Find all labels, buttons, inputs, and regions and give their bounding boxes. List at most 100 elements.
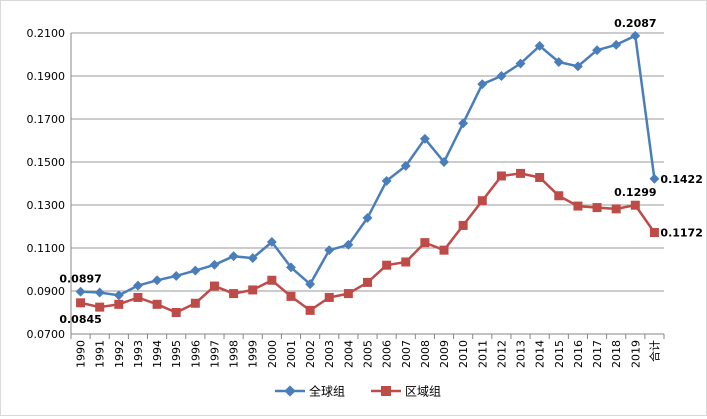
data-label: 0.0897	[59, 273, 101, 286]
x-tick-label: 1990	[75, 340, 88, 368]
data-point-global	[611, 39, 622, 50]
data-point-regional	[95, 302, 105, 312]
data-label: 0.1422	[660, 173, 702, 186]
x-tick-label: 2004	[342, 340, 355, 368]
data-label: 0.0845	[59, 313, 101, 326]
x-tick-label: 2015	[553, 340, 566, 368]
x-tick-label: 1996	[189, 340, 202, 368]
x-tick-label: 1997	[208, 340, 221, 368]
data-point-global	[592, 45, 602, 56]
x-tick-label: 2010	[457, 340, 470, 368]
y-tick-label: 0.1900	[27, 70, 66, 83]
data-point-regional	[516, 168, 526, 178]
y-tick-label: 0.1700	[27, 113, 66, 126]
y-tick-label: 0.1100	[27, 242, 66, 255]
data-point-global	[190, 265, 201, 276]
data-point-global	[419, 133, 430, 144]
data-label: 0.1299	[614, 186, 656, 199]
legend-item-global: 全球组	[275, 384, 345, 399]
data-point-regional	[439, 245, 449, 255]
series-line-regional	[80, 172, 656, 314]
x-tick-label: 2019	[629, 340, 642, 368]
data-point-global	[305, 279, 316, 290]
data-point-regional	[382, 260, 392, 270]
x-tick-label: 1995	[170, 340, 183, 368]
data-point-global	[630, 30, 641, 41]
data-point-global	[343, 239, 354, 250]
data-point-global	[94, 287, 105, 298]
x-tick-label: 2001	[285, 340, 298, 368]
data-point-regional	[649, 228, 659, 238]
x-tick-label: 1991	[94, 340, 107, 368]
data-point-global	[400, 160, 411, 171]
x-axis-tick-labels: 1990 1991 1992 1993 1994 1995 1996 1997 1998 1999…	[75, 340, 662, 368]
data-point-regional	[458, 220, 468, 230]
data-point-global	[113, 290, 124, 301]
data-point-regional	[535, 172, 545, 182]
data-point-global	[572, 61, 583, 72]
x-tick-label: 2012	[495, 340, 508, 368]
x-tick-label: 2016	[572, 340, 585, 368]
gridlines	[71, 32, 664, 292]
data-point-regional	[420, 238, 430, 248]
x-tick-label: 1998	[228, 340, 241, 368]
data-point-regional	[267, 275, 277, 285]
data-point-global	[266, 237, 277, 247]
data-labels: 0.0897 0.0845 0.2087 0.1422 0.1299 0.1172	[59, 17, 703, 326]
x-tick-label: 2006	[381, 340, 394, 368]
legend-label-global: 全球组	[309, 384, 345, 399]
y-tick-label: 0.1300	[27, 199, 66, 212]
data-point-regional	[114, 299, 124, 309]
x-tick-label: 2013	[515, 340, 528, 368]
data-point-global	[458, 118, 469, 129]
y-tick-label: 0.2100	[27, 27, 66, 40]
data-point-global	[75, 286, 86, 297]
data-point-regional	[305, 305, 315, 315]
data-point-regional	[554, 191, 564, 201]
y-axis-tick-labels: 0.0700 0.0900 0.1100 0.1300 0.1500 0.1700 0.19…	[27, 27, 66, 341]
series-layer	[75, 30, 660, 317]
series-line-global	[80, 34, 656, 297]
x-tick-label: 2014	[534, 340, 547, 368]
x-tick-label: 2008	[419, 340, 432, 368]
data-point-regional	[630, 200, 640, 210]
data-point-global	[324, 245, 335, 256]
data-point-regional	[76, 298, 86, 308]
data-label: 0.1172	[660, 227, 702, 240]
data-point-global	[381, 175, 392, 186]
y-tick-label: 0.0700	[27, 328, 66, 341]
data-point-global	[152, 275, 163, 286]
data-label: 0.2087	[614, 17, 656, 30]
data-point-regional	[496, 171, 506, 181]
data-point-regional	[343, 289, 353, 299]
x-tick-label: 1999	[247, 340, 260, 368]
x-tick-label: 2018	[610, 340, 623, 368]
data-point-regional	[171, 308, 181, 317]
data-point-global	[247, 253, 258, 264]
x-tick-label: 1992	[113, 340, 126, 368]
x-tick-label: 2007	[400, 340, 413, 368]
data-point-global	[553, 57, 564, 67]
x-tick-label: 1994	[151, 340, 164, 368]
x-tick-label: 2000	[266, 340, 279, 368]
x-tick-label: 2002	[304, 340, 317, 368]
data-point-global	[439, 157, 449, 167]
data-point-regional	[363, 277, 372, 287]
data-point-global	[209, 259, 220, 270]
legend: 全球组 区域组	[275, 384, 441, 399]
data-point-regional	[229, 289, 239, 299]
data-point-global	[649, 173, 660, 184]
data-point-global	[286, 262, 296, 273]
legend-item-regional: 区域组	[371, 385, 441, 399]
data-point-regional	[248, 285, 258, 295]
data-point-regional	[611, 204, 621, 214]
legend-label-regional: 区域组	[405, 385, 441, 399]
data-point-regional	[190, 298, 200, 308]
y-tick-label: 0.1500	[27, 156, 66, 169]
data-point-global	[171, 271, 182, 281]
y-tick-label: 0.0900	[27, 285, 66, 298]
data-point-regional	[401, 257, 411, 267]
data-point-regional	[477, 196, 487, 206]
